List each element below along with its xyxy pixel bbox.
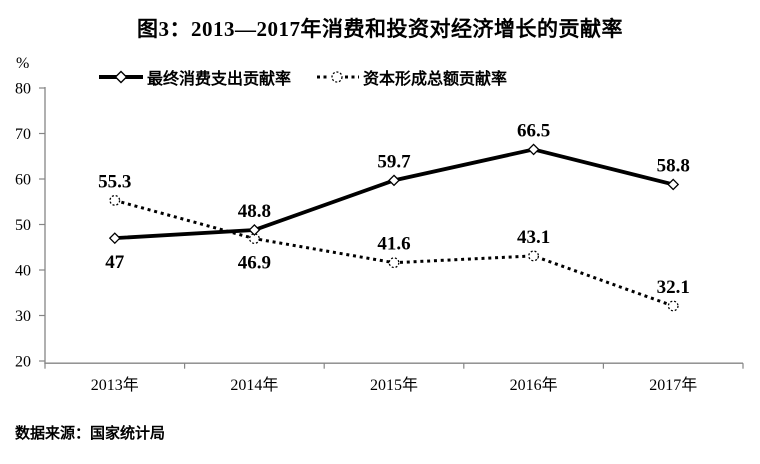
data-point-label: 32.1 <box>657 277 690 298</box>
data-point-label: 55.3 <box>98 171 131 192</box>
y-axis-tick-label: 80 <box>15 81 31 98</box>
x-axis-category-label: 2016年 <box>510 376 558 394</box>
data-point-label: 47 <box>105 252 125 273</box>
legend-label-capital-formation: 资本形成总额贡献率 <box>363 71 508 88</box>
circle-data-point-marker <box>528 250 540 262</box>
x-axis-category-label: 2017年 <box>649 376 697 394</box>
y-axis-tick-label: 40 <box>15 263 31 280</box>
diamond-data-point-marker <box>108 232 121 245</box>
y-axis-tick-label: 20 <box>15 354 31 371</box>
data-point-label: 66.5 <box>517 120 550 141</box>
y-axis-unit-label: % <box>16 55 30 72</box>
data-point-label: 43.1 <box>517 227 550 248</box>
diamond-data-point-marker <box>667 178 680 191</box>
data-point-label: 58.8 <box>657 155 690 176</box>
legend-label-final-consumption: 最终消费支出贡献率 <box>147 71 292 88</box>
legend-item-final-consumption: 最终消费支出贡献率 <box>99 68 292 88</box>
diamond-data-point-marker <box>388 174 400 187</box>
y-axis-tick-label: 30 <box>15 308 31 325</box>
data-point-label: 48.8 <box>238 201 271 222</box>
dotted-line-circle-marker-icon <box>317 71 359 83</box>
data-point-label: 46.9 <box>238 253 271 274</box>
circle-data-point-marker <box>667 300 679 312</box>
diamond-data-point-marker <box>248 224 261 236</box>
diamond-data-point-marker <box>527 143 540 156</box>
circle-data-point-marker <box>109 194 121 206</box>
legend-item-capital-formation: 资本形成总额贡献率 <box>317 68 508 88</box>
chart-title: 图3：2013—2017年消费和投资对经济增长的贡献率 <box>137 17 623 41</box>
data-source-note: 数据来源：国家统计局 <box>15 425 166 442</box>
circle-data-point-marker <box>248 233 260 245</box>
y-axis-tick-label: 70 <box>15 126 31 143</box>
y-axis-tick-label: 50 <box>15 217 31 234</box>
chart-legend: 最终消费支出贡献率 资本形成总额贡献率 <box>0 68 760 88</box>
data-point-label: 41.6 <box>377 234 410 255</box>
y-axis-tick-label: 60 <box>15 172 31 189</box>
data-point-label: 59.7 <box>377 151 411 172</box>
circle-data-point-marker <box>388 257 400 269</box>
x-axis-category-label: 2015年 <box>370 376 418 394</box>
solid-line-diamond-marker-icon <box>99 70 143 84</box>
x-axis-category-label: 2013年 <box>91 376 139 394</box>
x-axis-category-label: 2014年 <box>230 376 278 394</box>
